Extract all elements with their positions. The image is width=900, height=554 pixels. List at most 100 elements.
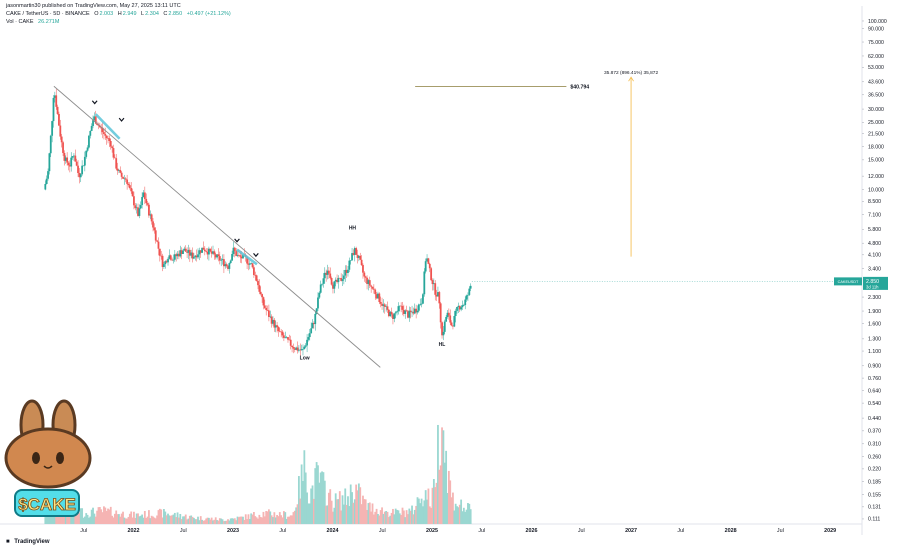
volume-bar xyxy=(109,506,112,524)
volume-bar xyxy=(338,491,341,524)
ohlc-o-value: 2.003 xyxy=(99,11,114,17)
chevron-marker-icon xyxy=(91,100,98,105)
candle-body xyxy=(280,331,283,333)
volume-bar xyxy=(137,513,139,524)
candle-body xyxy=(64,157,67,161)
volume-bar xyxy=(115,510,118,524)
volume-bar xyxy=(223,521,225,524)
candle-body xyxy=(366,277,368,284)
candle-body xyxy=(270,316,273,324)
volume-bar xyxy=(53,514,56,524)
candle-body xyxy=(107,138,109,139)
volume-bar xyxy=(138,516,141,524)
candle-body xyxy=(267,310,270,317)
time-tick-label: Jul xyxy=(279,528,286,534)
volume-bar xyxy=(340,510,343,524)
candle-body xyxy=(269,316,272,318)
volume-bar xyxy=(366,509,368,524)
candle-body xyxy=(393,313,396,319)
volume-bar xyxy=(231,518,233,524)
candle-body xyxy=(83,156,86,166)
candle-body xyxy=(88,135,90,148)
volume-bar xyxy=(88,517,90,524)
price-tick-label: 0.220 xyxy=(868,467,881,473)
volume-bar xyxy=(285,518,288,524)
candle-body xyxy=(342,275,345,280)
volume-bar xyxy=(180,519,183,524)
volume-label[interactable]: Vol · CAKE xyxy=(6,19,34,25)
candle-body xyxy=(193,257,195,259)
candle-body xyxy=(165,261,168,263)
candle-body xyxy=(435,294,438,297)
candle-body xyxy=(356,254,359,258)
price-tick-label: 0.260 xyxy=(868,454,881,460)
volume-bar xyxy=(356,490,359,524)
candle-body xyxy=(96,123,99,126)
candle-body xyxy=(303,346,306,350)
candle-body xyxy=(148,204,150,216)
volume-bar xyxy=(460,499,463,524)
trendline[interactable] xyxy=(53,85,381,368)
volume-bar xyxy=(447,470,450,524)
candle-body xyxy=(138,208,141,216)
chevron-marker-icon xyxy=(234,238,240,243)
logo-mouth xyxy=(43,465,53,469)
volume-bar xyxy=(269,511,272,524)
volume-bar xyxy=(139,515,142,524)
candle-body xyxy=(424,261,427,272)
candle-body xyxy=(441,322,443,336)
volume-bar xyxy=(428,506,431,524)
candle-body xyxy=(145,198,148,204)
volume-bar xyxy=(100,509,103,524)
volume-value: 26.271M xyxy=(38,19,60,25)
volume-bar xyxy=(45,511,48,524)
candle-body xyxy=(152,221,154,228)
volume-bar xyxy=(319,472,322,524)
ohlc-l-label: L xyxy=(141,11,145,17)
volume-bar xyxy=(434,487,437,524)
candle-body xyxy=(135,207,138,209)
volume-bar xyxy=(288,516,291,524)
candle-body xyxy=(240,256,243,259)
volume-bar xyxy=(163,509,165,524)
logo-eye-right xyxy=(56,452,64,464)
price-tick-label: 62.000 xyxy=(868,54,884,60)
volume-bar xyxy=(332,511,334,524)
volume-bar xyxy=(409,510,412,524)
candle-body xyxy=(176,253,179,257)
candle-body xyxy=(218,256,221,261)
candle-body xyxy=(137,207,139,216)
candle-body xyxy=(411,311,413,313)
volume-bar xyxy=(186,519,188,524)
candle-body xyxy=(153,227,156,231)
volume-bar xyxy=(278,512,281,524)
current-price-symbol-tag[interactable] xyxy=(834,277,862,286)
logo-face xyxy=(4,427,92,489)
volume-bar xyxy=(461,511,464,524)
volume-bar xyxy=(229,518,232,524)
volume-bar xyxy=(293,510,296,524)
volume-bar xyxy=(267,509,270,524)
candle-body xyxy=(187,249,190,253)
volume-bar xyxy=(214,517,217,524)
tradingview-brand[interactable]: ■ TradingView xyxy=(6,538,53,546)
volume-bar xyxy=(351,492,353,524)
projection-label: 35.872 (896.41%) 35,872 xyxy=(604,70,658,76)
candle-body xyxy=(168,255,171,259)
current-price-tag[interactable] xyxy=(863,276,888,290)
candle-body xyxy=(201,247,203,253)
volume-bar xyxy=(119,516,122,524)
candle-body xyxy=(266,309,269,311)
candle-body xyxy=(348,260,351,270)
symbol-text[interactable]: CAKE / TetherUS · 5D · BINANCE xyxy=(6,11,90,17)
candle-body xyxy=(323,272,326,279)
volume-bar xyxy=(449,480,452,524)
candle-body xyxy=(209,248,212,252)
candle-body xyxy=(349,260,352,261)
price-tick-label: 4.100 xyxy=(868,253,881,259)
volume-bar xyxy=(195,519,198,524)
time-tick-label: Jul xyxy=(777,528,784,534)
candle-body xyxy=(66,157,69,163)
